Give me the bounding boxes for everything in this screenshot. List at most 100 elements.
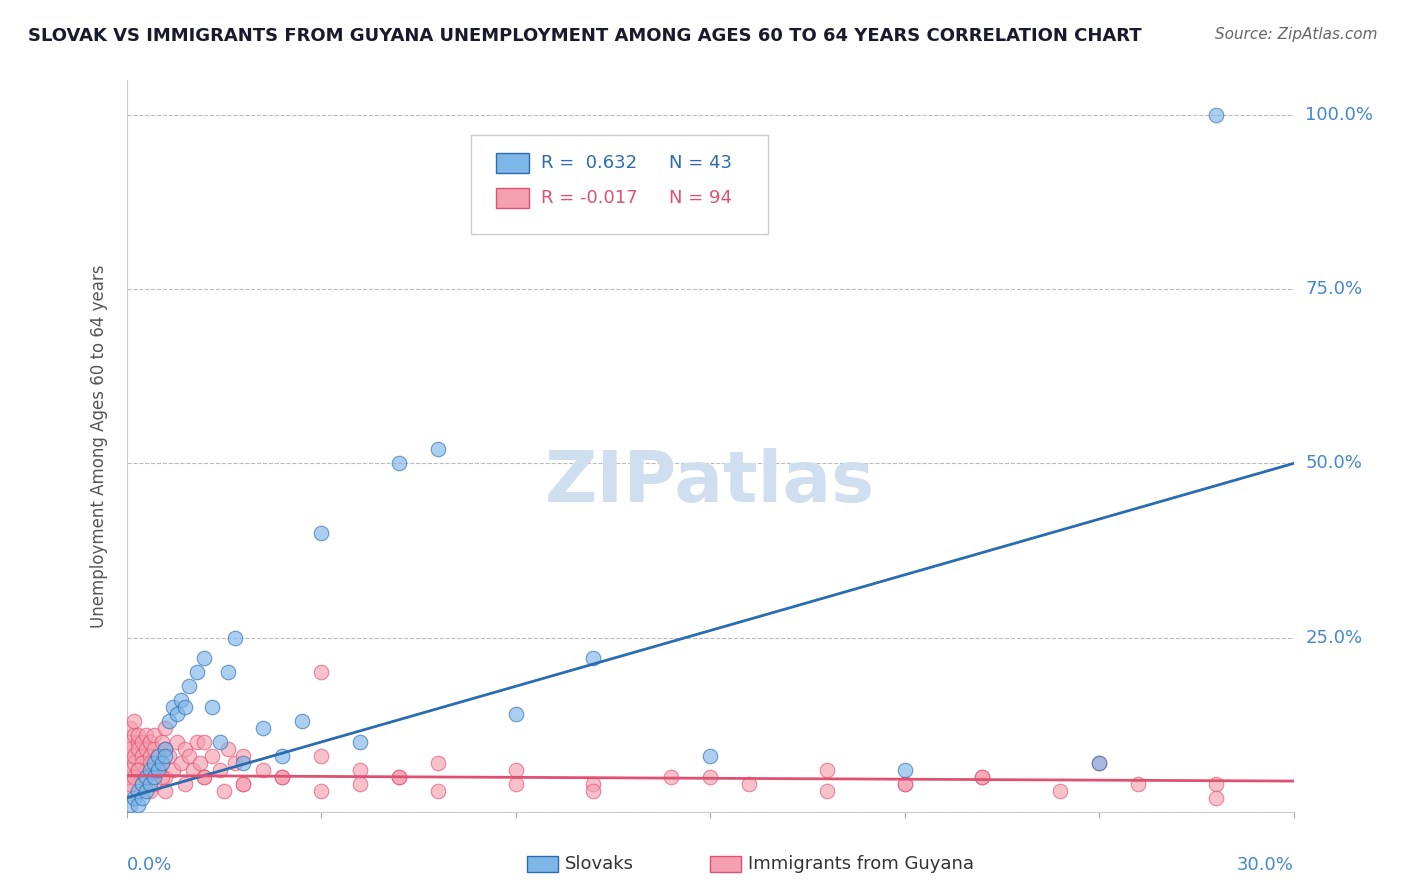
Text: Slovaks: Slovaks (565, 855, 634, 873)
Point (142, 728, 165, 742)
Point (893, 763, 915, 777)
Point (135, 770, 157, 784)
Point (1126, 777, 1149, 791)
Y-axis label: Unemployment Among Ages 60 to 64 years: Unemployment Among Ages 60 to 64 years (90, 264, 108, 628)
Text: R = -0.017: R = -0.017 (541, 189, 637, 207)
Point (212, 784, 235, 798)
Point (124, 714, 146, 728)
Point (127, 728, 149, 742)
Point (150, 756, 173, 770)
Point (1088, 756, 1111, 770)
Point (177, 749, 200, 764)
Point (127, 735, 149, 749)
FancyBboxPatch shape (496, 153, 529, 173)
Point (349, 777, 371, 791)
Point (193, 651, 215, 665)
Point (1049, 784, 1071, 798)
Point (142, 742, 165, 756)
Point (146, 763, 169, 777)
Text: 50.0%: 50.0% (1305, 454, 1362, 473)
Text: 0.0%: 0.0% (127, 855, 172, 873)
Point (120, 797, 142, 812)
Point (181, 763, 204, 777)
Point (166, 735, 188, 749)
Point (150, 756, 173, 770)
Text: 100.0%: 100.0% (1305, 106, 1374, 124)
Point (135, 770, 157, 784)
Point (120, 763, 142, 777)
Point (232, 777, 254, 791)
Point (193, 770, 215, 784)
Point (174, 742, 197, 756)
Point (582, 777, 605, 791)
Point (582, 651, 605, 665)
Point (142, 777, 165, 791)
Point (157, 749, 180, 764)
Point (699, 749, 721, 764)
Point (131, 777, 153, 791)
Point (505, 707, 527, 722)
Point (155, 770, 177, 784)
Point (232, 777, 254, 791)
Point (388, 770, 411, 784)
Point (309, 749, 332, 764)
Point (124, 728, 146, 742)
Point (142, 770, 165, 784)
Point (271, 749, 294, 764)
Point (162, 763, 184, 777)
Point (150, 735, 173, 749)
Point (659, 770, 682, 784)
Point (208, 763, 231, 777)
Point (893, 777, 915, 791)
Point (127, 763, 149, 777)
Text: Immigrants from Guyana: Immigrants from Guyana (748, 855, 974, 873)
Point (505, 777, 527, 791)
Point (131, 790, 153, 805)
Point (426, 756, 449, 770)
Point (170, 756, 193, 770)
Point (252, 763, 274, 777)
Point (146, 749, 169, 764)
Point (155, 784, 177, 798)
Point (174, 700, 197, 714)
Point (135, 784, 157, 798)
Point (177, 679, 200, 693)
Point (162, 700, 184, 714)
Text: Source: ZipAtlas.com: Source: ZipAtlas.com (1215, 27, 1378, 42)
Point (166, 707, 188, 722)
Point (388, 457, 411, 471)
Point (699, 770, 721, 784)
Point (124, 770, 146, 784)
Point (815, 763, 838, 777)
Point (131, 735, 153, 749)
Point (135, 742, 157, 756)
Point (190, 756, 212, 770)
Point (135, 728, 157, 742)
Text: SLOVAK VS IMMIGRANTS FROM GUYANA UNEMPLOYMENT AMONG AGES 60 TO 64 YEARS CORRELAT: SLOVAK VS IMMIGRANTS FROM GUYANA UNEMPLO… (28, 27, 1142, 45)
Point (115, 749, 138, 764)
Point (139, 735, 162, 749)
Point (309, 665, 332, 680)
Point (155, 721, 177, 735)
Point (127, 797, 149, 812)
Point (349, 763, 371, 777)
Text: N = 43: N = 43 (669, 154, 733, 172)
Point (232, 756, 254, 770)
Point (193, 770, 215, 784)
Point (290, 714, 312, 728)
Point (1088, 756, 1111, 770)
Point (1205, 108, 1227, 122)
Point (174, 777, 197, 791)
Text: R =  0.632: R = 0.632 (541, 154, 637, 172)
Point (131, 756, 153, 770)
Point (115, 784, 138, 798)
Point (131, 749, 153, 764)
Point (124, 790, 146, 805)
Point (1205, 790, 1227, 805)
Point (135, 763, 157, 777)
Point (146, 749, 169, 764)
Point (271, 770, 294, 784)
Point (139, 749, 162, 764)
Point (582, 784, 605, 798)
Point (146, 763, 169, 777)
